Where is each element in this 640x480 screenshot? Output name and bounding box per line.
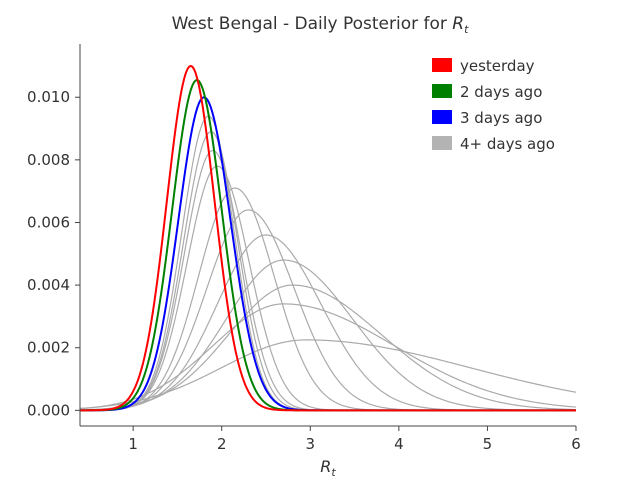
x-axis-label-main: R	[320, 457, 331, 476]
x-tick-label: 6	[571, 435, 581, 453]
chart-title-math: R	[452, 14, 464, 34]
series-layer	[79, 64, 577, 412]
legend-label: 3 days ago	[460, 109, 542, 127]
y-tick-label: 0.010	[27, 88, 70, 106]
series-line-4	[79, 234, 576, 411]
legend-swatch	[432, 110, 452, 124]
legend-label: 2 days ago	[460, 83, 542, 101]
legend-label: yesterday	[460, 57, 535, 75]
legend-swatch	[432, 58, 452, 72]
x-tick-label: 2	[217, 435, 227, 453]
series-line-3	[79, 259, 576, 411]
series-line-13	[79, 64, 576, 412]
x-tick-label: 5	[483, 435, 493, 453]
ticks-layer: 1 2 3 4 5 6 0.000 0.002 0.004 0.006 0.008 0.010	[27, 88, 581, 453]
legend-label: 4+ days ago	[460, 135, 555, 153]
x-axis-label-sub: t	[331, 466, 336, 479]
y-tick-label: 0.008	[27, 151, 70, 169]
series-line-1	[79, 303, 577, 410]
x-tick-label: 1	[128, 435, 138, 453]
y-tick-label: 0.006	[27, 213, 70, 231]
series-line-2	[79, 284, 577, 411]
chart-title: West Bengal - Daily Posterior for Rt	[172, 14, 470, 36]
y-tick-label: 0.004	[27, 276, 70, 294]
y-tick-label: 0.002	[27, 339, 70, 357]
x-tick-label: 4	[394, 435, 404, 453]
chart-title-math-sub: t	[464, 23, 469, 36]
y-tick-label: 0.000	[27, 401, 70, 419]
legend: yesterday 2 days ago 3 days ago 4+ days ago	[432, 57, 555, 153]
series-line-9	[80, 131, 576, 411]
legend-swatch	[432, 136, 452, 150]
x-axis-label: Rt	[320, 457, 336, 479]
chart-title-text: West Bengal - Daily Posterior for	[172, 14, 453, 34]
x-tick-label: 3	[306, 435, 316, 453]
legend-swatch	[432, 84, 452, 98]
